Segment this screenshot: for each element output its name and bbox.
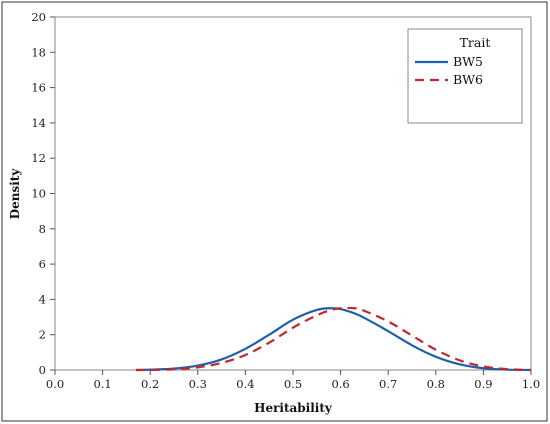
y-tick-label: 20 (31, 10, 46, 24)
series-layer (135, 306, 532, 372)
y-axis-ticks: 0 2 4 6 8 10 12 14 16 18 20 (31, 10, 55, 377)
y-tick-label: 4 (39, 292, 46, 306)
x-tick-label: 1.0 (522, 377, 540, 391)
y-axis-title: Density (8, 168, 22, 220)
legend-title: Trait (460, 35, 491, 50)
x-axis-title: Heritability (254, 401, 333, 415)
y-tick-label: 14 (31, 116, 46, 130)
x-tick-label: 0.8 (427, 377, 445, 391)
y-tick-label: 8 (39, 222, 46, 236)
y-tick-label: 12 (31, 151, 46, 165)
x-tick-label: 0.4 (236, 377, 254, 391)
x-tick-label: 0.0 (46, 377, 64, 391)
y-tick-label: 16 (31, 81, 46, 95)
x-tick-label: 0.5 (284, 377, 302, 391)
x-tick-label: 0.9 (474, 377, 492, 391)
x-tick-label: 0.3 (189, 377, 207, 391)
y-tick-label: 0 (39, 363, 46, 377)
legend: Trait BW5 BW6 (407, 28, 523, 124)
y-tick-label: 18 (31, 45, 46, 59)
x-tick-label: 0.6 (331, 377, 349, 391)
x-tick-label: 0.7 (379, 377, 397, 391)
legend-box (407, 28, 523, 124)
y-tick-label: 6 (39, 257, 46, 271)
x-tick-label: 0.2 (141, 377, 159, 391)
x-tick-label: 0.1 (93, 377, 111, 391)
legend-label-bw5: BW5 (453, 54, 483, 69)
legend-label-bw6: BW6 (453, 72, 483, 87)
y-tick-label: 10 (31, 187, 46, 201)
series-line-bw6 (135, 306, 532, 372)
y-tick-label: 2 (39, 328, 46, 342)
x-axis-ticks: 0.0 0.1 0.2 0.3 0.4 0.5 0.6 0.7 0.8 0.9 1.0 (46, 370, 540, 391)
